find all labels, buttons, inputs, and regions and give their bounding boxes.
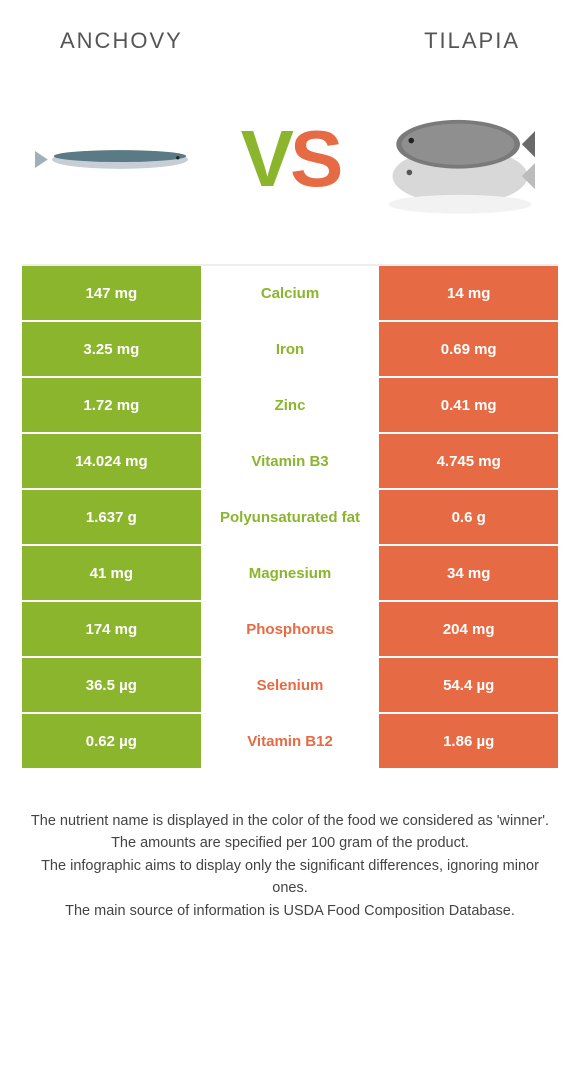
right-value: 0.6 g — [379, 490, 558, 544]
table-row: 1.72 mgZinc0.41 mg — [22, 378, 558, 434]
left-value: 41 mg — [22, 546, 201, 600]
vs-s: S — [290, 114, 339, 203]
table-row: 174 mgPhosphorus204 mg — [22, 602, 558, 658]
footer-line: The main source of information is USDA F… — [24, 900, 556, 922]
nutrient-label: Polyunsaturated fat — [201, 490, 380, 544]
table-row: 147 mgCalcium14 mg — [22, 266, 558, 322]
vs-v: V — [241, 114, 290, 203]
nutrient-label: Phosphorus — [201, 602, 380, 656]
nutrient-label: Iron — [201, 322, 380, 376]
footer-line: The amounts are specified per 100 gram o… — [24, 832, 556, 854]
footer-line: The nutrient name is displayed in the co… — [24, 810, 556, 832]
left-value: 147 mg — [22, 266, 201, 320]
left-value: 174 mg — [22, 602, 201, 656]
anchovy-image — [30, 89, 210, 229]
tilapia-image — [370, 89, 550, 229]
right-value: 54.4 µg — [379, 658, 558, 712]
table-row: 1.637 gPolyunsaturated fat0.6 g — [22, 490, 558, 546]
nutrient-label: Selenium — [201, 658, 380, 712]
left-value: 1.72 mg — [22, 378, 201, 432]
nutrient-label: Magnesium — [201, 546, 380, 600]
right-value: 0.69 mg — [379, 322, 558, 376]
table-row: 41 mgMagnesium34 mg — [22, 546, 558, 602]
table-row: 14.024 mgVitamin B34.745 mg — [22, 434, 558, 490]
right-value: 34 mg — [379, 546, 558, 600]
images-row: VS — [0, 74, 580, 264]
table-row: 0.62 µgVitamin B121.86 µg — [22, 714, 558, 770]
footer-line: The infographic aims to display only the… — [24, 855, 556, 900]
vs-label: VS — [241, 113, 340, 205]
table-row: 3.25 mgIron0.69 mg — [22, 322, 558, 378]
left-value: 36.5 µg — [22, 658, 201, 712]
footer-notes: The nutrient name is displayed in the co… — [0, 770, 580, 922]
left-value: 14.024 mg — [22, 434, 201, 488]
table-row: 36.5 µgSelenium54.4 µg — [22, 658, 558, 714]
right-food-title: TILAPIA — [424, 28, 520, 54]
right-value: 0.41 mg — [379, 378, 558, 432]
right-value: 1.86 µg — [379, 714, 558, 768]
right-value: 4.745 mg — [379, 434, 558, 488]
comparison-table: 147 mgCalcium14 mg3.25 mgIron0.69 mg1.72… — [22, 264, 558, 770]
right-value: 14 mg — [379, 266, 558, 320]
nutrient-label: Vitamin B12 — [201, 714, 380, 768]
nutrient-label: Calcium — [201, 266, 380, 320]
left-value: 1.637 g — [22, 490, 201, 544]
nutrient-label: Zinc — [201, 378, 380, 432]
right-value: 204 mg — [379, 602, 558, 656]
left-value: 0.62 µg — [22, 714, 201, 768]
left-value: 3.25 mg — [22, 322, 201, 376]
left-food-title: ANCHOVY — [60, 28, 183, 54]
header: ANCHOVY TILAPIA — [0, 0, 580, 74]
nutrient-label: Vitamin B3 — [201, 434, 380, 488]
